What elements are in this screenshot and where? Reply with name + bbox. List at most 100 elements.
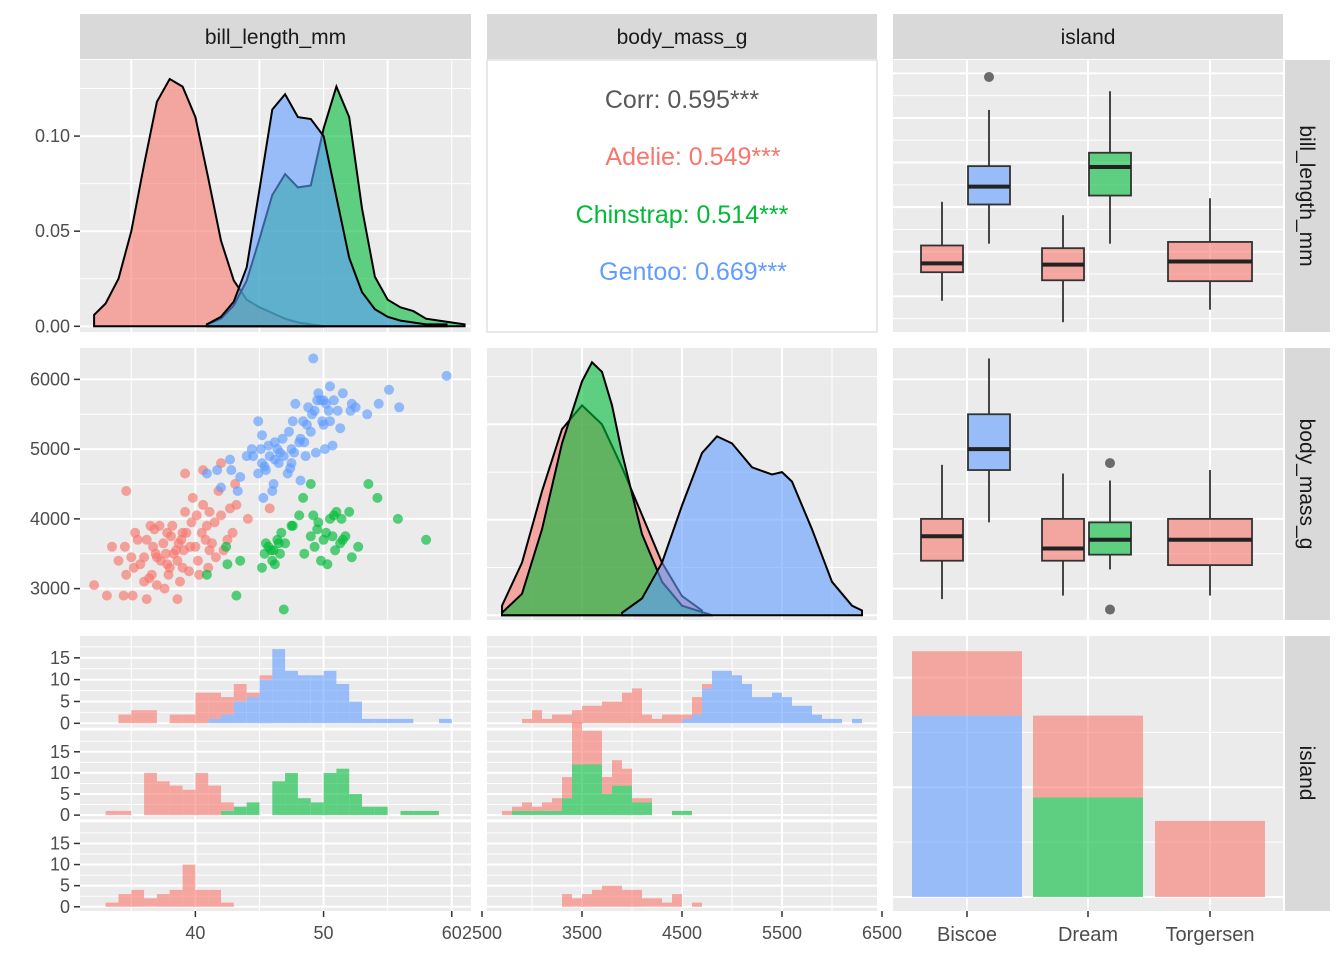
scatter-point xyxy=(441,370,452,381)
island-x-axis: Biscoe Dream Torgersen xyxy=(937,911,1254,946)
hist-bar-chinstrap xyxy=(672,810,682,816)
bar-segment-adelie xyxy=(1155,820,1265,897)
scatter-point xyxy=(119,541,130,552)
box xyxy=(920,244,964,274)
hist-bar-chinstrap xyxy=(592,764,602,816)
hist-bar-adelie xyxy=(662,902,672,907)
scatter-point xyxy=(126,552,137,563)
hist-bar-adelie xyxy=(642,798,652,803)
hist-bar-gentoo xyxy=(812,714,822,724)
hist-bar-adelie xyxy=(652,898,662,907)
scatter-point xyxy=(392,513,403,524)
boxplot-torgersen-adelie xyxy=(1167,198,1253,310)
scatter-point xyxy=(276,527,287,538)
hist-bar-gentoo xyxy=(782,697,792,724)
hist-bar-chinstrap xyxy=(682,810,692,816)
y-tick-label: 0.05 xyxy=(35,221,70,241)
hist-bar-adelie xyxy=(602,885,612,907)
mass-hist-bars-torgersen xyxy=(562,885,702,907)
scatter-point xyxy=(257,430,267,441)
scatter-point xyxy=(308,353,319,364)
scatter-point xyxy=(313,517,324,528)
hist-bar-chinstrap xyxy=(297,798,311,816)
x-tick-label: 50 xyxy=(314,923,334,943)
hist-bar-gentoo xyxy=(852,718,862,724)
hist-bar-adelie xyxy=(582,730,592,765)
scatter-point xyxy=(151,580,162,591)
scatter-point xyxy=(323,405,334,416)
hist-bar-chinstrap xyxy=(572,764,582,816)
island-bar-torgersen xyxy=(1155,820,1265,897)
hist-bar-gentoo xyxy=(323,670,337,724)
scatter-point xyxy=(166,531,176,542)
scatter-point xyxy=(186,517,197,528)
scatter-point xyxy=(253,416,264,427)
hist-bar-adelie xyxy=(552,714,562,724)
hist-bar-adelie xyxy=(572,710,582,724)
hist-bar-chinstrap xyxy=(602,794,612,816)
hist-bar-chinstrap xyxy=(349,794,362,816)
scatter-point xyxy=(362,409,373,420)
strip-col-2-label: body_mass_g xyxy=(617,26,748,49)
hist-bar-adelie xyxy=(702,684,712,689)
scatter-point xyxy=(201,569,212,580)
x-tick-label: 2500 xyxy=(462,923,502,943)
hist-bar-adelie xyxy=(612,760,622,786)
outlier-point xyxy=(984,71,994,82)
hist-bar-gentoo xyxy=(272,649,286,724)
hist-bar-adelie xyxy=(592,705,602,724)
hist-bar-gentoo xyxy=(362,718,375,724)
scatter-point xyxy=(290,398,301,409)
scatter-point xyxy=(328,395,339,406)
scatter-point xyxy=(225,454,235,465)
hist-bar-adelie xyxy=(144,772,157,816)
hist-bar-adelie xyxy=(582,894,592,907)
corr-overall: Corr: 0.595*** xyxy=(605,86,760,114)
scatter-point xyxy=(275,548,285,559)
correlation-panel: Corr: 0.595*** Adelie: 0.549*** Chinstra… xyxy=(486,59,878,333)
hist-bar-chinstrap xyxy=(285,772,298,816)
box xyxy=(1041,517,1085,562)
hist-bar-adelie xyxy=(131,710,145,724)
scatter-point xyxy=(231,499,242,510)
hist-bar-adelie xyxy=(602,777,612,794)
scatter-point xyxy=(121,486,132,496)
hist-bar-adelie xyxy=(182,714,196,724)
hist-bar-chinstrap xyxy=(622,785,632,816)
scatter-point xyxy=(260,465,271,476)
hist-bar-adelie xyxy=(169,714,183,724)
scatter-point xyxy=(150,548,161,559)
scatter-point xyxy=(310,447,321,458)
hist-bar-chinstrap xyxy=(233,806,247,816)
y-tick-label: 5 xyxy=(60,691,70,711)
scatter-point xyxy=(172,555,183,566)
scatter-point xyxy=(421,534,432,545)
boxplot-biscoe-adelie xyxy=(920,201,964,301)
x-tick-label: 3500 xyxy=(562,923,602,943)
y-tick-label: 5 xyxy=(60,784,70,804)
hist-bar-adelie xyxy=(642,898,652,907)
scatter-point xyxy=(286,458,297,469)
strip-row-1-label: bill_length_mm xyxy=(1295,125,1318,266)
boxplot-dream-chinstrap xyxy=(1088,458,1132,615)
scatter-point xyxy=(204,506,215,517)
scatter-point xyxy=(212,465,223,476)
hist-bar-gentoo xyxy=(702,688,712,724)
scatter-point xyxy=(336,513,347,524)
hist-bar-chinstrap xyxy=(632,802,642,816)
boxplot-dream-adelie xyxy=(1041,215,1085,323)
scatter-point xyxy=(141,594,152,605)
hist-bar-adelie xyxy=(182,789,196,816)
scatter-point xyxy=(158,538,169,549)
box xyxy=(1088,151,1132,197)
hist-bar-adelie xyxy=(562,894,572,907)
hist-bar-adelie xyxy=(208,692,221,719)
scatter-point xyxy=(284,426,294,437)
scatter-point xyxy=(231,590,242,601)
boxplot-dream-adelie xyxy=(1041,473,1085,596)
scatter-point xyxy=(363,479,374,489)
hist-bar-adelie xyxy=(156,894,170,907)
strip-row-3 xyxy=(1285,636,1330,911)
scatter-point xyxy=(332,405,343,416)
scatter-point xyxy=(242,513,253,524)
